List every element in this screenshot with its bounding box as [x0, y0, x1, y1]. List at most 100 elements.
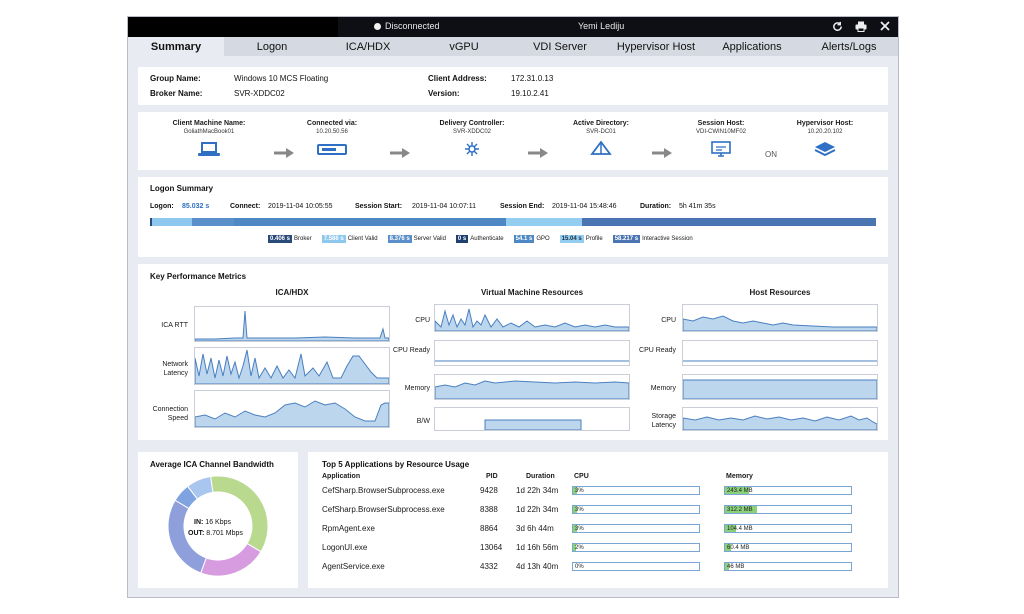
metric-label: Storage Latency [651, 413, 676, 429]
sparkline-host-cpu [682, 304, 878, 332]
sparkline-network-latency [194, 347, 390, 385]
app-pid: 13064 [480, 543, 503, 552]
chain-on-label: ON [765, 150, 777, 159]
logon-summary-title: Logon Summary [150, 184, 214, 193]
app-name: CefSharp.BrowserSubprocess.exe [322, 486, 445, 495]
tab-alerts-logs[interactable]: Alerts/Logs [821, 40, 877, 53]
layers-icon [814, 141, 836, 157]
col-header-pid: PID [486, 473, 498, 480]
app-duration: 1d 22h 34m [516, 505, 559, 514]
memory-usage-fill [725, 563, 729, 570]
top-apps-title: Top 5 Applications by Resource Usage [322, 460, 470, 469]
legend-name: Interactive Session [642, 236, 693, 242]
legend-name: Server Valid [413, 236, 446, 242]
gateway-icon [317, 141, 347, 157]
status-text: Disconnected [385, 21, 440, 31]
tab-hypervisor-host[interactable]: Hypervisor Host [616, 40, 696, 53]
session-start-label: Session Start: [355, 203, 403, 210]
metric-label: B/W [416, 418, 430, 425]
memory-usage-fill [725, 544, 732, 551]
legend-value: 0 s [455, 235, 469, 243]
cpu-usage-text: 3% [575, 488, 584, 494]
close-icon[interactable] [878, 19, 892, 33]
chain-value: GoliathMacBook01 [183, 129, 235, 135]
version-label: Version: [428, 89, 460, 98]
metric-label: Memory [404, 385, 430, 392]
duration-label: Duration: [640, 203, 672, 210]
broker-name-value: SVR-XDDC02 [234, 89, 285, 98]
tab-applications[interactable]: Applications [722, 40, 782, 53]
donut-slice [209, 475, 269, 553]
memory-usage-fill [725, 506, 757, 513]
segment-profile [506, 218, 582, 226]
print-icon[interactable] [854, 19, 868, 33]
sparkline-host-storage-latency [682, 407, 878, 431]
version-value: 19.10.2.41 [511, 89, 549, 98]
arrow-icon [274, 148, 294, 158]
memory-usage-bar: 46 MB [724, 562, 852, 571]
top-apps-panel: Top 5 Applications by Resource Usage App… [308, 452, 888, 588]
logon-summary-panel: Logon Summary Logon: 85.032 s Connect: 2… [138, 177, 888, 257]
tab-logon[interactable]: Logon [256, 40, 288, 53]
memory-usage-text: 312.2 MB [727, 507, 753, 513]
app-duration: 1d 22h 34m [516, 486, 559, 495]
logon-timeline-bar [150, 218, 876, 226]
legend-value: 8.376 s [387, 235, 412, 243]
memory-usage-text: 243.4 MB [727, 488, 753, 494]
chain-client-machine: Client Machine Name: GoliathMacBook01 [154, 120, 264, 157]
status-dot-icon [374, 22, 381, 30]
title-bar-actions [830, 19, 892, 33]
cpu-usage-fill [573, 525, 577, 532]
tab-vdi-server[interactable]: VDI Server [533, 40, 587, 53]
legend-name: Profile [585, 236, 603, 242]
bandwidth-donut-chart [167, 475, 269, 577]
legend-name: GPO [536, 236, 550, 242]
segment-interactive-session [582, 218, 876, 226]
metric-label: CPU [415, 317, 430, 324]
client-address-label: Client Address: [428, 74, 487, 83]
app-pid: 8388 [480, 505, 498, 514]
app-pid: 4332 [480, 562, 498, 571]
cpu-usage-fill [573, 506, 577, 513]
col-header-application: Application [322, 473, 361, 480]
app-name: RpmAgent.exe [322, 524, 375, 533]
chain-value: SVR-XDDC02 [452, 129, 491, 135]
kpm-title: Key Performance Metrics [150, 272, 247, 281]
metric-label: Connection Speed [152, 406, 188, 422]
title-bar-left [128, 17, 338, 37]
memory-usage-text: 60.4 MB [727, 545, 750, 551]
client-address-value: 172.31.0.13 [511, 74, 554, 83]
tab-summary[interactable]: Summary [128, 37, 224, 56]
sparkline-vm-memory [434, 374, 630, 400]
metric-label: Network Latency [162, 361, 188, 377]
metric-label: CPU Ready [639, 347, 676, 354]
arrow-icon [652, 148, 672, 158]
col-header-cpu: CPU [574, 473, 589, 480]
chain-title: Connected via: [306, 120, 358, 127]
tab-bar: Summary Logon ICA/HDX vGPU VDI Server Hy… [128, 37, 898, 56]
app-duration: 3d 6h 44m [516, 524, 554, 533]
chain-title: Delivery Controller: [439, 120, 505, 127]
laptop-icon [198, 141, 220, 157]
metric-label: ICA RTT [161, 322, 188, 329]
metric-label: CPU [661, 317, 676, 324]
connection-chain-panel: Client Machine Name: GoliathMacBook01 Co… [138, 112, 888, 170]
legend-value: 58.217 s [612, 235, 641, 243]
chain-connected-via: Connected via: 10.20.50.56 [277, 120, 387, 157]
bandwidth-out-value: 8.701 Mbps [206, 530, 243, 537]
refresh-icon[interactable] [830, 19, 844, 33]
sparkline-host-cpu-ready [682, 340, 878, 366]
sparkline-host-memory [682, 374, 878, 400]
col-header-memory: Memory [726, 473, 753, 480]
sparkline-vm-cpu [434, 304, 630, 332]
user-name: Yemi Lediju [578, 21, 625, 31]
app-pid: 9428 [480, 486, 498, 495]
memory-usage-bar: 60.4 MB [724, 543, 852, 552]
memory-usage-bar: 243.4 MB [724, 486, 852, 495]
broker-name-label: Broker Name: [150, 89, 203, 98]
tab-vgpu[interactable]: vGPU [449, 40, 479, 53]
donut-slice [200, 542, 262, 577]
monitor-icon [710, 141, 732, 157]
tab-ica-hdx[interactable]: ICA/HDX [345, 40, 391, 53]
kpm-col-title: Host Resources [749, 288, 811, 297]
